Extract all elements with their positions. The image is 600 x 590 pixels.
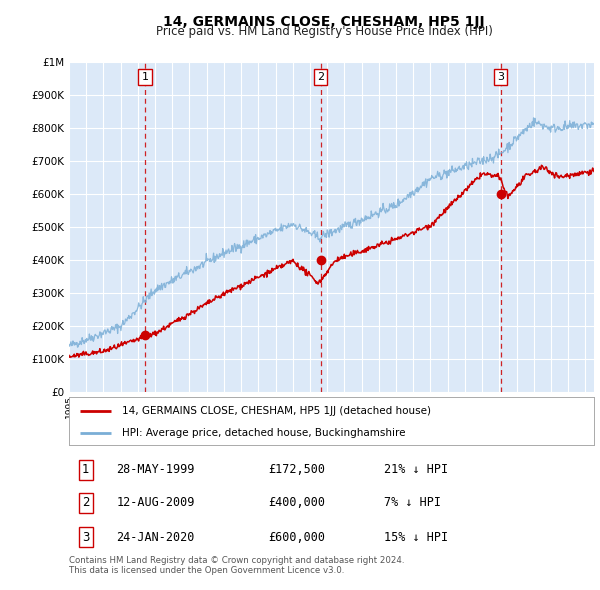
- Text: 2: 2: [317, 72, 324, 82]
- Text: Contains HM Land Registry data © Crown copyright and database right 2024.
This d: Contains HM Land Registry data © Crown c…: [69, 556, 404, 575]
- Text: 3: 3: [82, 530, 89, 543]
- Text: 21% ↓ HPI: 21% ↓ HPI: [384, 463, 448, 477]
- Text: £400,000: £400,000: [269, 496, 325, 510]
- Text: 2: 2: [82, 496, 89, 510]
- Text: 1: 1: [82, 463, 89, 477]
- Text: 28-MAY-1999: 28-MAY-1999: [116, 463, 194, 477]
- Text: 1: 1: [142, 72, 148, 82]
- Text: Price paid vs. HM Land Registry's House Price Index (HPI): Price paid vs. HM Land Registry's House …: [155, 25, 493, 38]
- Text: 14, GERMAINS CLOSE, CHESHAM, HP5 1JJ (detached house): 14, GERMAINS CLOSE, CHESHAM, HP5 1JJ (de…: [121, 405, 431, 415]
- Text: 7% ↓ HPI: 7% ↓ HPI: [384, 496, 441, 510]
- Text: 3: 3: [497, 72, 504, 82]
- Text: 12-AUG-2009: 12-AUG-2009: [116, 496, 194, 510]
- Text: £172,500: £172,500: [269, 463, 325, 477]
- Text: 14, GERMAINS CLOSE, CHESHAM, HP5 1JJ: 14, GERMAINS CLOSE, CHESHAM, HP5 1JJ: [163, 15, 485, 29]
- Text: 15% ↓ HPI: 15% ↓ HPI: [384, 530, 448, 543]
- Text: £600,000: £600,000: [269, 530, 325, 543]
- Text: 24-JAN-2020: 24-JAN-2020: [116, 530, 194, 543]
- Text: HPI: Average price, detached house, Buckinghamshire: HPI: Average price, detached house, Buck…: [121, 428, 405, 438]
